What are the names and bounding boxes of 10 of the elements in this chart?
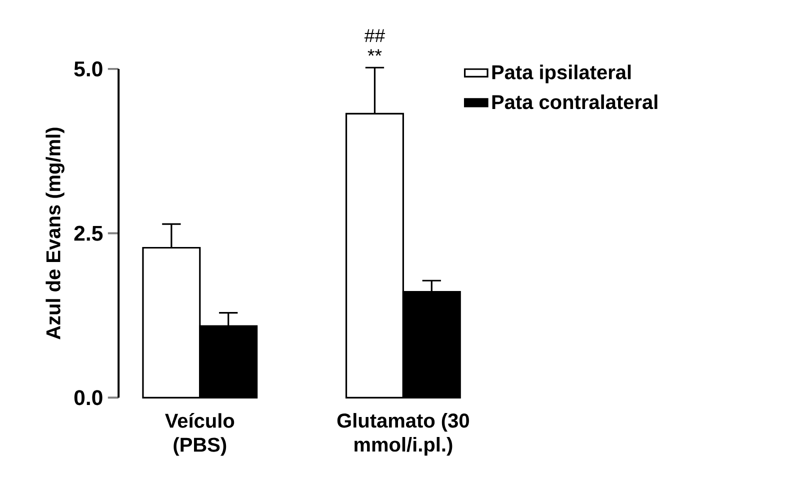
y-tick-label: 5.0 xyxy=(74,61,102,76)
y-axis-title: Azul de Evans (mg/ml) xyxy=(46,128,64,340)
y-tick-label: 2.5 xyxy=(74,226,103,241)
text: ** xyxy=(368,49,382,56)
text: ## xyxy=(364,29,386,42)
x-tick-label: Glutamato (30 mmol/i.pl.) xyxy=(337,412,469,456)
legend-label: Pata ipsilateral xyxy=(492,64,631,84)
y-tick-label: 0.0 xyxy=(74,390,102,406)
legend-label: Pata contralateral xyxy=(492,94,658,110)
x-tick-label: Veículo (PBS) xyxy=(165,412,234,456)
